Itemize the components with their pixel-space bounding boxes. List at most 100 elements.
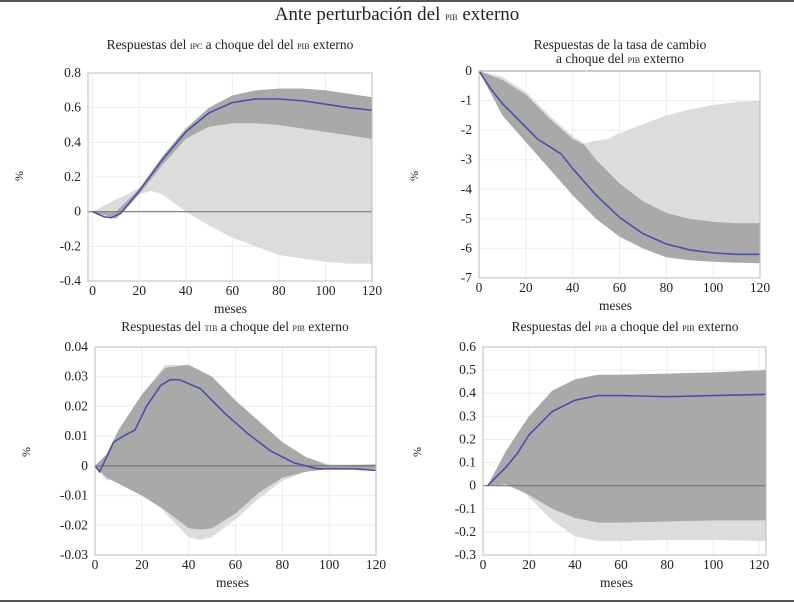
- x-tick-label: 100: [319, 557, 340, 572]
- y-tick-label: 0: [465, 63, 472, 78]
- y-tick-label: 0: [469, 478, 476, 493]
- x-tick-label: 120: [362, 283, 383, 298]
- y-tick-label: 0.4: [64, 134, 81, 149]
- y-tick-label: 0.02: [64, 398, 88, 413]
- title-text: externo: [457, 4, 520, 25]
- x-tick-label: 100: [703, 557, 724, 572]
- y-tick-label: 0.04: [64, 339, 88, 354]
- y-tick-label: -3: [461, 152, 472, 167]
- impulse-response-line: [487, 393, 767, 487]
- y-tick-label: 0: [74, 204, 81, 219]
- inner-confidence-band: [479, 71, 760, 264]
- x-tick-label: 120: [749, 557, 770, 572]
- y-tick-label: -0.1: [455, 501, 476, 516]
- panel-4-xlabel: meses: [600, 575, 633, 590]
- t: externo: [694, 319, 739, 334]
- y-tick-label: 0.6: [459, 339, 476, 354]
- x-tick-label: 60: [614, 557, 628, 572]
- t: pib: [297, 38, 310, 52]
- title-abbrev: pib: [445, 9, 458, 23]
- t: pib: [682, 320, 695, 334]
- panel-3-xlabel: meses: [216, 575, 249, 590]
- figure-title: Ante perturbación del pib externo: [0, 4, 794, 26]
- x-tick-label: 80: [660, 557, 674, 572]
- x-tick-label: 120: [366, 557, 387, 572]
- impulse-response-line: [478, 70, 760, 256]
- y-tick-label: -2: [461, 122, 472, 137]
- t: pib: [292, 320, 305, 334]
- y-tick-label: -0.2: [60, 238, 81, 253]
- plot-frame: [478, 70, 761, 279]
- t: a choque del: [607, 319, 683, 334]
- x-tick-label: 20: [522, 557, 536, 572]
- t: Respuestas del: [121, 319, 205, 334]
- x-tick-label: 40: [566, 280, 580, 295]
- y-tick-label: 0.4: [459, 385, 476, 400]
- x-tick-label: 20: [135, 557, 149, 572]
- panel-1-title: Respuestas del ipc a choque del del pib …: [60, 37, 400, 53]
- x-tick-label: 80: [660, 280, 674, 295]
- y-tick-label: -7: [461, 270, 472, 285]
- t: externo: [309, 37, 354, 52]
- outer-confidence-band: [92, 88, 373, 264]
- y-tick-label: -4: [461, 181, 472, 196]
- x-tick-label: 0: [476, 280, 483, 295]
- x-tick-label: 40: [568, 557, 582, 572]
- x-tick-label: 0: [92, 557, 99, 572]
- x-tick-label: 100: [703, 280, 724, 295]
- impulse-response-line: [92, 98, 373, 219]
- y-tick-label: -0.01: [60, 488, 88, 503]
- impulse-response-line: [94, 378, 377, 474]
- x-tick-label: 40: [182, 557, 196, 572]
- y-tick-label: 0.01: [64, 428, 88, 443]
- t: externo: [304, 319, 349, 334]
- t: pib: [627, 52, 641, 66]
- panel-1-xlabel: meses: [214, 301, 247, 316]
- panel-2-title: Respuestas de la tasa de cambio a choque…: [460, 37, 780, 67]
- plot-frame: [482, 346, 767, 556]
- y-tick-label: -0.03: [60, 547, 88, 562]
- panel-2-xlabel: meses: [599, 298, 632, 313]
- x-tick-label: 60: [226, 283, 240, 298]
- top-rule: [0, 0, 794, 2]
- y-tick-label: -5: [461, 211, 472, 226]
- x-tick-label: 80: [276, 557, 290, 572]
- panel-4-title: Respuestas del pib a choque del pib exte…: [460, 319, 790, 335]
- inner-confidence-band: [92, 88, 373, 219]
- x-tick-label: 60: [613, 280, 627, 295]
- y-tick-label: 0.03: [64, 369, 88, 384]
- title-text: Ante perturbación del: [274, 4, 446, 25]
- t: ipc: [189, 38, 203, 52]
- x-tick-label: 0: [480, 557, 487, 572]
- t: a choque del: [217, 319, 293, 334]
- t: Respuestas de la tasa de cambio: [533, 37, 707, 52]
- inner-confidence-band: [95, 364, 376, 530]
- bottom-rule: [0, 600, 794, 602]
- y-tick-label: -0.3: [455, 547, 477, 562]
- y-tick-label: -6: [461, 240, 472, 255]
- x-tick-label: 100: [315, 283, 336, 298]
- t: externo: [640, 51, 684, 66]
- x-tick-label: 0: [89, 283, 96, 298]
- x-tick-label: 120: [750, 280, 771, 295]
- y-tick-label: -1: [461, 93, 472, 108]
- x-tick-label: 20: [132, 283, 146, 298]
- plot-frame: [94, 346, 377, 556]
- y-tick-label: 0.2: [64, 169, 81, 184]
- t: a choque del: [556, 51, 625, 66]
- y-tick-label: -0.02: [60, 517, 88, 532]
- plot-frame: [87, 72, 373, 282]
- x-tick-label: 60: [229, 557, 243, 572]
- panel-3-title: Respuestas del tib a choque del pib exte…: [70, 319, 400, 335]
- y-tick-label: 0.5: [459, 362, 476, 377]
- t: Respuestas del: [106, 37, 190, 52]
- t: Respuestas del: [511, 319, 595, 334]
- y-tick-label: 0.8: [64, 65, 81, 80]
- x-tick-label: 20: [519, 280, 533, 295]
- t: tib: [204, 320, 218, 334]
- y-tick-label: 0: [81, 458, 88, 473]
- y-tick-label: -0.2: [455, 524, 476, 539]
- y-tick-label: 0.2: [459, 431, 476, 446]
